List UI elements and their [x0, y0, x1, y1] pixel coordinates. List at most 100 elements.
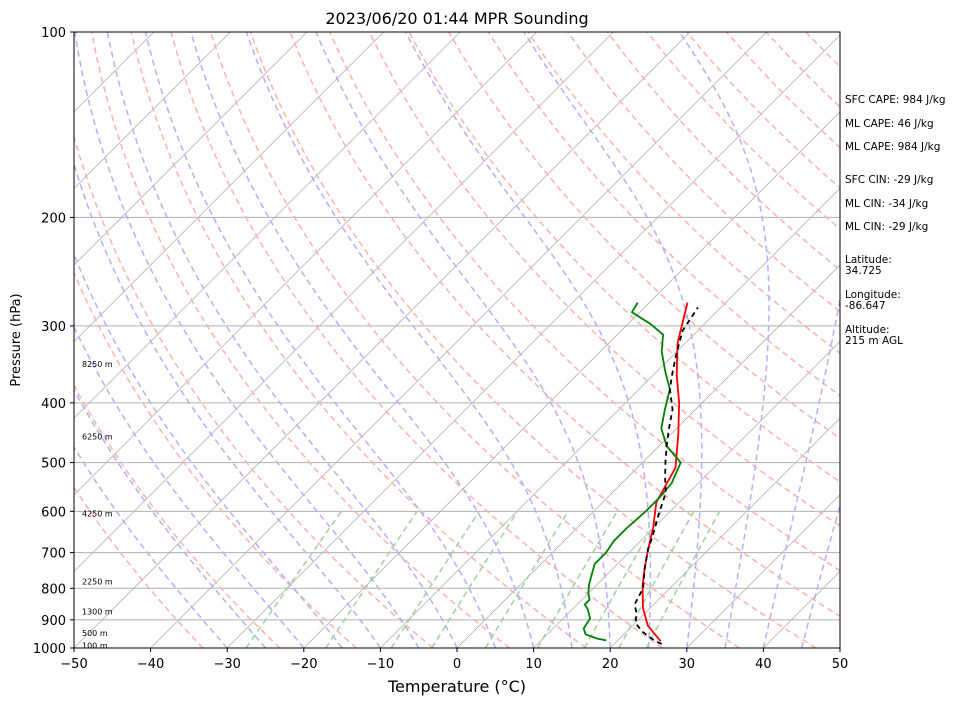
dry-adiabat-line: [328, 32, 840, 572]
mixing-ratio-line: [645, 510, 721, 648]
moist-adiabat-line: [74, 252, 343, 648]
y-tick-label: 200: [41, 211, 66, 226]
dry-adiabat-line: [408, 32, 840, 483]
mixing-ratio-line: [583, 510, 663, 648]
moist-adiabat-line: [678, 32, 770, 648]
moist-adiabat-line: [144, 32, 497, 648]
y-tick-label: 800: [41, 582, 66, 597]
y-tick-label: 900: [41, 614, 66, 629]
y-tick-label: 700: [41, 547, 66, 562]
isotherm-line: [74, 32, 384, 343]
x-tick-label: −10: [367, 657, 394, 672]
moist-adiabat-line: [74, 32, 420, 648]
ml-cin-text: ML CIN: -34 J/kg: [845, 198, 929, 210]
x-tick-label: 50: [832, 657, 849, 672]
isotherm-line: [74, 32, 461, 419]
x-tick-label: 0: [453, 657, 461, 672]
isotherm-line: [150, 32, 767, 648]
mixing-ratio-line: [484, 510, 569, 648]
isotherm-line: [686, 494, 840, 648]
mixing-ratio-line: [431, 510, 519, 648]
isotherm-line: [609, 417, 840, 648]
dry-adiabat-line: [74, 486, 204, 648]
y-tick-label: 600: [41, 505, 66, 520]
dry-adiabat-line: [487, 32, 840, 397]
isotherm-line: [456, 264, 840, 648]
height-label: 2250 m: [82, 578, 113, 587]
moist-adiabat-line: [762, 294, 840, 648]
x-axis-label: Temperature (°C): [387, 677, 526, 696]
height-label: 100 m: [82, 641, 108, 650]
dry-adiabat-line: [527, 32, 840, 355]
moist-adiabat-line: [74, 445, 228, 648]
y-tick-label: 400: [41, 397, 66, 412]
plot-frame: [73, 31, 841, 649]
moist-adiabat-line: [315, 32, 611, 648]
mixing-ratio-line: [536, 510, 618, 648]
isotherm-line: [0, 32, 1, 648]
isotherm-line: [74, 32, 308, 266]
moist-adiabat-line: [800, 503, 840, 648]
latitude-text: Latitude: 34.725: [845, 254, 892, 277]
longitude-text: Longitude: -86.647: [845, 289, 901, 312]
x-tick-label: 30: [679, 657, 696, 672]
chart-title: 2023/06/20 01:44 MPR Sounding: [325, 9, 588, 28]
height-label: 8250 m: [82, 360, 113, 369]
dry-adiabat-line: [74, 270, 357, 648]
y-tick-label: 1000: [33, 642, 66, 657]
dry-adiabat-line: [567, 32, 840, 313]
isotherm-line: [74, 32, 538, 496]
mixing-ratio-line: [245, 510, 343, 648]
dry-adiabat-line: [90, 32, 510, 648]
dry-adiabat-line: [209, 32, 740, 648]
moist-adiabat-line: [106, 32, 458, 648]
dry-adiabat-line: [448, 32, 840, 440]
dry-adiabat-line: [249, 32, 817, 648]
x-tick-label: −20: [290, 657, 317, 672]
height-label: 4250 m: [82, 510, 113, 519]
isotherm-line: [74, 32, 231, 189]
x-tick-label: −50: [60, 657, 87, 672]
moist-adiabat-line: [405, 32, 652, 648]
mixing-ratio-line: [618, 510, 695, 648]
y-axis-label: Pressure (hPa): [9, 293, 24, 386]
temperature-trace: [641, 302, 689, 642]
x-tick-label: 10: [525, 657, 542, 672]
moist-adiabat-line: [245, 32, 573, 648]
altitude-text: Altitude: 215 m AGL: [845, 324, 903, 347]
moist-adiabat-line: [74, 161, 382, 648]
ml-cape-text-2: ML CAPE: 984 J/kg: [845, 141, 941, 153]
x-tick-label: 40: [755, 657, 772, 672]
ml-cape-text: ML CAPE: 46 J/kg: [845, 118, 934, 130]
x-tick-label: 20: [602, 657, 619, 672]
height-label: 6250 m: [82, 433, 113, 442]
isotherm-line: [380, 187, 840, 648]
isotherm-line: [74, 32, 614, 572]
parcel-trace: [633, 306, 699, 645]
isotherm-line: [226, 34, 840, 648]
dry-adiabat-line: [130, 32, 587, 648]
sfc-cape-text: SFC CAPE: 984 J/kg: [845, 94, 946, 106]
x-tick-label: −30: [213, 657, 240, 672]
y-tick-label: 300: [41, 320, 66, 335]
dry-adiabat-line: [289, 32, 840, 618]
x-tick-label: −40: [137, 657, 164, 672]
isotherm-line: [303, 111, 840, 648]
mixing-ratio-line: [390, 510, 480, 648]
isotherm-line: [533, 341, 840, 648]
y-tick-label: 100: [41, 26, 66, 41]
ml-cin-text-2: ML CIN: -29 J/kg: [845, 221, 929, 233]
moist-adiabat-line: [523, 32, 703, 648]
dewpoint-trace: [582, 302, 682, 642]
dry-adiabat-line: [170, 32, 664, 648]
y-tick-label: 500: [41, 457, 66, 472]
dry-adiabat-line: [74, 383, 281, 648]
height-label: 500 m: [82, 629, 108, 638]
moist-adiabat-line: [190, 32, 535, 648]
dry-adiabat-line: [74, 133, 434, 648]
mixing-ratio-line: [325, 510, 418, 648]
dry-adiabat-line: [368, 32, 840, 527]
height-label: 1300 m: [82, 607, 113, 616]
sfc-cin-text: SFC CIN: -29 J/kg: [845, 174, 934, 186]
